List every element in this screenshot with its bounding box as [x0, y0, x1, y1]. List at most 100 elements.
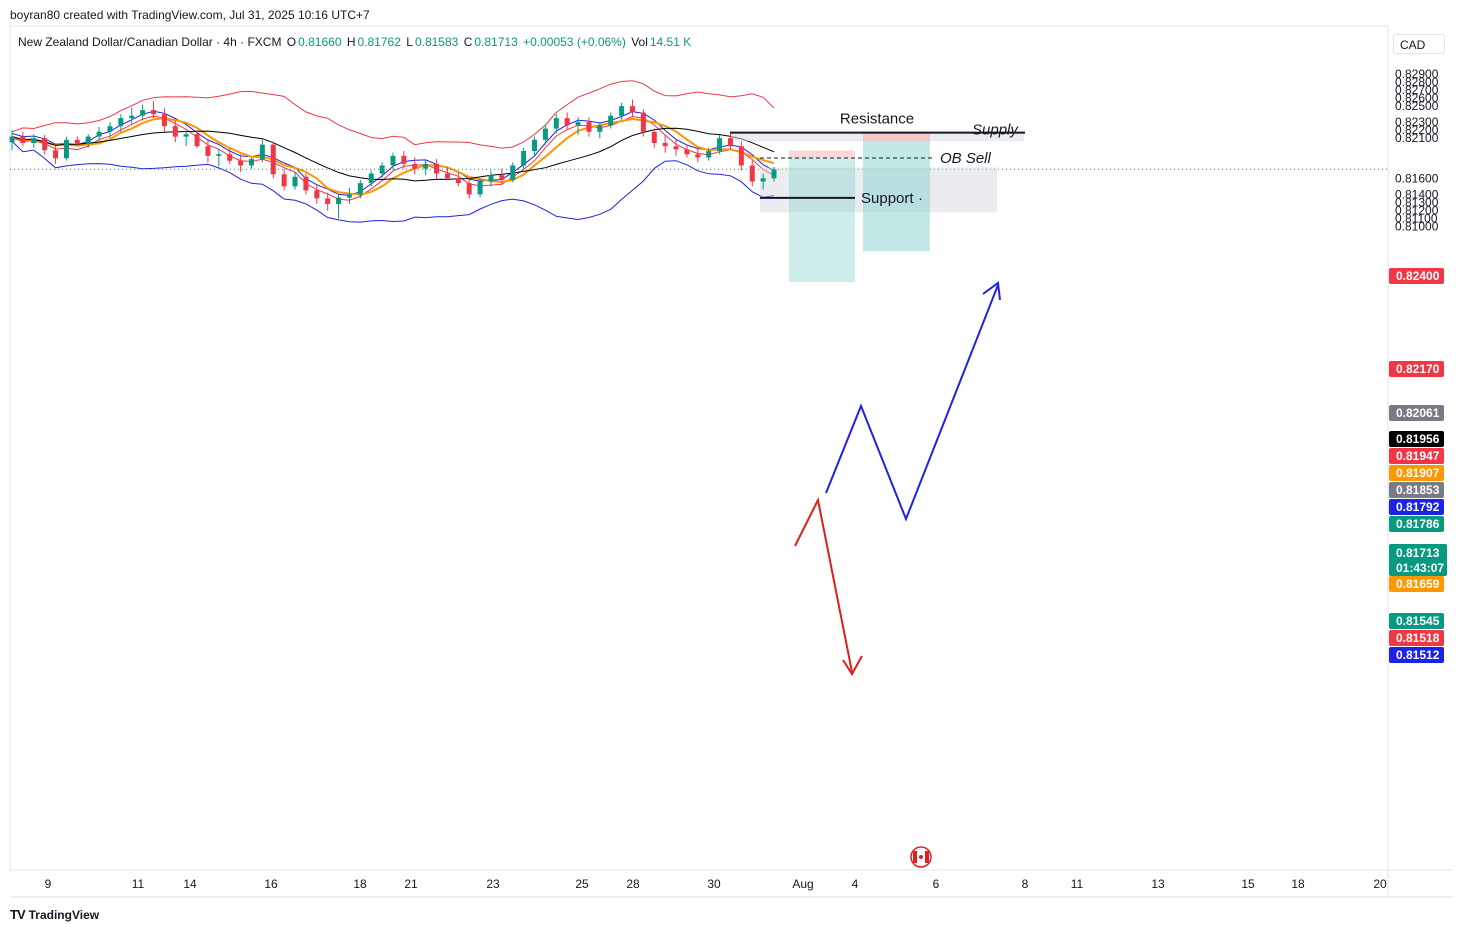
y-tick-label: 0.82300 — [1395, 115, 1439, 129]
long-target-zone — [863, 141, 930, 252]
x-tick-label: Aug — [792, 877, 813, 891]
candle-body — [695, 154, 701, 158]
candle-body — [749, 165, 755, 182]
high-value: 0.81762 — [357, 35, 401, 49]
candle-body — [390, 155, 396, 166]
candle-body — [521, 151, 527, 166]
candle-body — [161, 114, 167, 127]
price-label-box — [1389, 268, 1444, 284]
vol-label: Vol — [631, 35, 648, 49]
candle-body — [238, 160, 244, 166]
candle-body — [499, 175, 505, 180]
close-label: C — [463, 35, 473, 49]
currency-button[interactable]: CAD — [1393, 34, 1445, 54]
y-tick-label: 0.81200 — [1395, 203, 1439, 217]
price-label: 0.81518 — [1396, 631, 1440, 645]
upper-band-line — [11, 80, 775, 149]
candle-body — [477, 181, 483, 195]
candle-body — [325, 198, 331, 205]
y-tick-label: 0.81000 — [1395, 219, 1439, 233]
candle-body — [608, 115, 614, 126]
candle-body — [227, 154, 233, 161]
author-credit: boyran80 created with TradingView.com, J… — [10, 8, 370, 22]
ob-sell-label: OB Sell — [940, 150, 992, 167]
y-tick-label: 0.82100 — [1395, 131, 1439, 145]
price-label-box — [1389, 647, 1444, 663]
bearish-arrowhead-icon — [842, 655, 863, 676]
price-label: 0.81545 — [1396, 614, 1440, 628]
candle-body — [401, 155, 407, 164]
x-tick-label: 16 — [264, 877, 278, 891]
x-tick-label: 18 — [1291, 877, 1305, 891]
x-tick-label: 21 — [404, 877, 418, 891]
candle-body — [771, 169, 777, 179]
last-price-label: 0.81713 — [1396, 546, 1440, 560]
candle-body — [129, 115, 135, 119]
candle-body — [455, 178, 461, 184]
tradingview-logo-icon: TV — [10, 907, 26, 922]
candle-body — [727, 138, 733, 147]
candle-body — [216, 154, 222, 156]
symbol-name[interactable]: New Zealand Dollar/Canadian Dollar · 4h … — [18, 35, 282, 49]
long-stop-zone — [863, 132, 930, 142]
candle-body — [368, 173, 374, 184]
close-value: 0.81713 — [474, 35, 518, 49]
price-label-box — [1389, 576, 1444, 592]
open-label: O — [286, 35, 297, 49]
x-tick-label: 25 — [575, 877, 589, 891]
price-label: 0.81956 — [1396, 432, 1440, 446]
price-label-box — [1389, 499, 1444, 515]
tradingview-brand[interactable]: TV TradingView — [10, 907, 99, 922]
price-label-box — [1389, 405, 1444, 421]
y-tick-label: 0.82200 — [1395, 123, 1439, 137]
x-tick-label: 15 — [1241, 877, 1255, 891]
price-label: 0.81512 — [1396, 648, 1440, 662]
candle-body — [357, 183, 363, 195]
candle-body — [85, 136, 91, 144]
x-tick-label: 4 — [852, 877, 859, 891]
candle-body — [662, 143, 668, 147]
y-tick-label: 0.82600 — [1395, 91, 1439, 105]
candle-body — [673, 146, 679, 150]
candle-body — [466, 183, 472, 195]
candle-body — [248, 159, 254, 166]
price-label: 0.81659 — [1396, 577, 1440, 591]
x-tick-label: 18 — [353, 877, 367, 891]
x-tick-label: 28 — [626, 877, 640, 891]
candle-body — [564, 118, 570, 126]
y-tick-label: 0.81300 — [1395, 195, 1439, 209]
plot-frame — [9, 25, 1389, 871]
x-tick-label: 9 — [45, 877, 52, 891]
change-value: +0.00053 (+0.06%) — [523, 35, 626, 49]
candle-body — [292, 176, 298, 187]
candle-body — [629, 106, 635, 113]
slow-ma-line — [11, 127, 775, 182]
high-label: H — [346, 35, 356, 49]
candle-body — [42, 138, 48, 151]
candle-body — [640, 112, 646, 132]
price-label: 0.81947 — [1396, 449, 1440, 463]
candle-body — [597, 125, 603, 132]
candle-body — [9, 136, 15, 143]
x-tick-label: 30 — [707, 877, 721, 891]
candle-body — [738, 146, 744, 166]
lower-band-line — [11, 141, 775, 223]
y-tick-label: 0.82800 — [1395, 75, 1439, 89]
y-tick-label: 0.82500 — [1395, 99, 1439, 113]
price-label: 0.82400 — [1396, 269, 1440, 283]
price-label-box — [1389, 630, 1444, 646]
candle-body — [107, 126, 113, 132]
candle-body — [434, 163, 440, 174]
price-label-box — [1389, 448, 1444, 464]
candle-body — [651, 131, 657, 144]
x-tick-label: 20 — [1373, 877, 1387, 891]
candle-body — [336, 197, 342, 205]
candle-body — [444, 173, 450, 179]
candle-body — [760, 178, 766, 182]
candle-body — [63, 139, 69, 159]
candle-body — [346, 194, 352, 198]
short-stop-zone — [789, 150, 855, 159]
symbol-legend: New Zealand Dollar/Canadian Dollar · 4h … — [18, 35, 693, 49]
price-label: 0.82061 — [1396, 406, 1440, 420]
